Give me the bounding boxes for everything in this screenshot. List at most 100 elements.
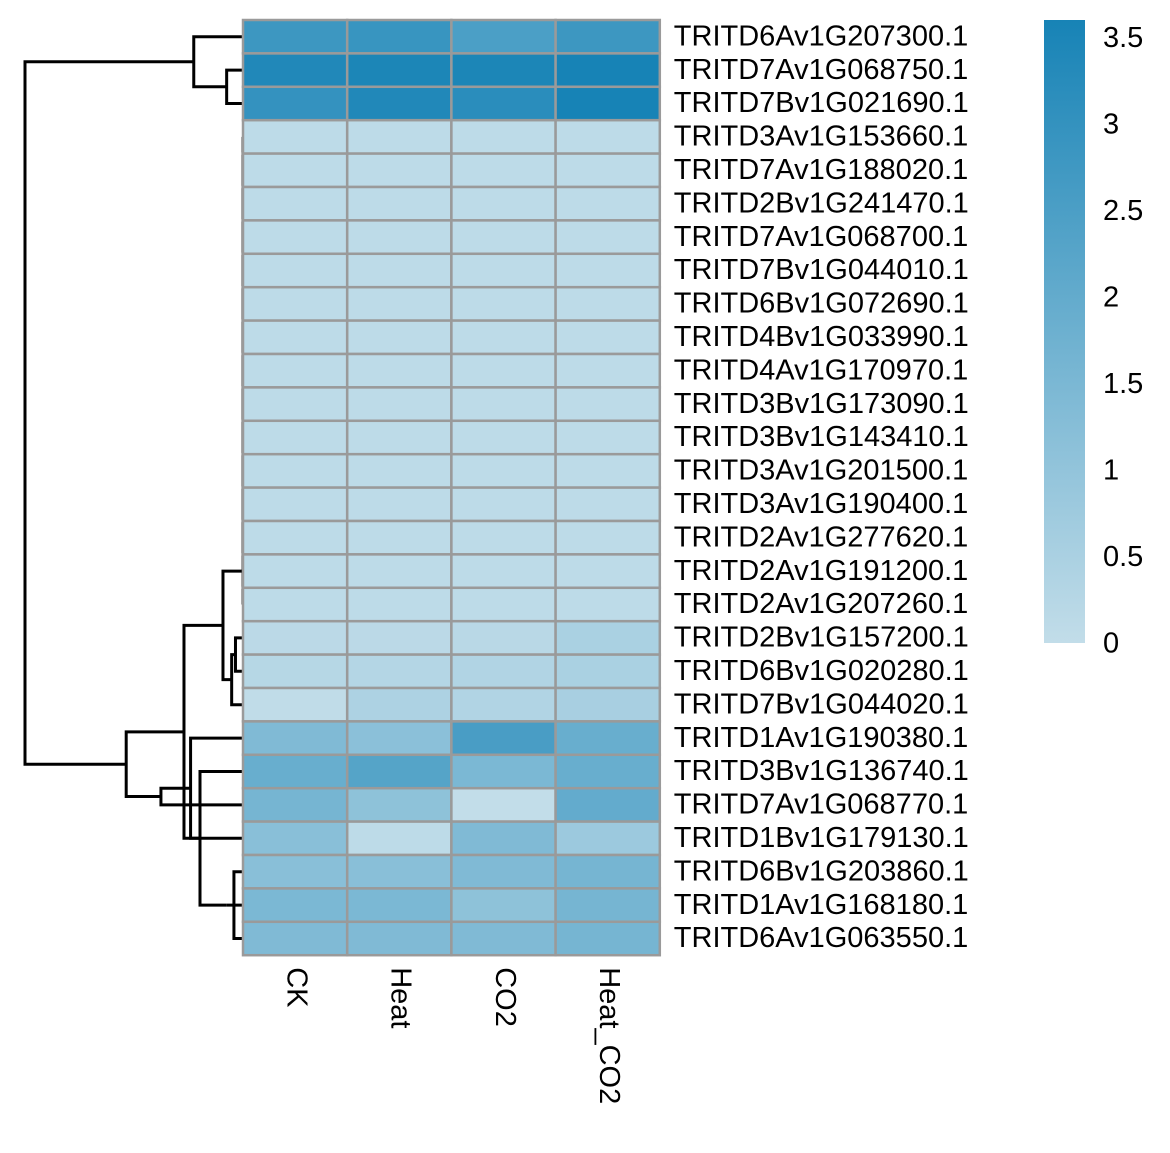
legend-tick-label: 2.5 xyxy=(1103,195,1143,227)
heatmap-cell xyxy=(554,753,662,790)
dendrogram-branch xyxy=(23,60,194,766)
heatmap-cells xyxy=(241,18,662,957)
heatmap-cell xyxy=(554,52,662,89)
heatmap-cell xyxy=(345,452,453,489)
row-label: TRITD3Bv1G143410.1 xyxy=(674,421,969,453)
legend-tick-label: 1.5 xyxy=(1103,368,1143,400)
dendrogram-branch xyxy=(230,653,243,707)
heatmap-cell xyxy=(554,352,662,389)
heatmap-cell xyxy=(450,352,557,389)
heatmap-cell xyxy=(554,553,662,590)
heatmap-cell xyxy=(554,820,662,857)
heatmap-cell xyxy=(241,185,349,222)
heatmap-cell xyxy=(450,52,557,89)
heatmap-cell xyxy=(345,352,453,389)
heatmap-cell xyxy=(241,853,349,890)
heatmap-cell xyxy=(241,152,349,189)
heatmap-cell xyxy=(554,18,662,55)
heatmap-cell xyxy=(450,820,557,857)
heatmap-cell xyxy=(345,152,453,189)
column-label: Heat_CO2 xyxy=(593,967,625,1104)
heatmap-cell xyxy=(241,319,349,356)
heatmap-cell xyxy=(554,319,662,356)
heatmap-cell xyxy=(345,619,453,656)
heatmap-cell xyxy=(554,653,662,690)
heatmap-cell xyxy=(241,753,349,790)
heatmap-cell xyxy=(345,18,453,55)
row-label: TRITD3Bv1G136740.1 xyxy=(674,755,969,787)
heatmap-cell xyxy=(241,820,349,857)
heatmap-cell xyxy=(450,653,557,690)
heatmap-cell xyxy=(345,419,453,456)
heatmap-cell xyxy=(554,686,662,723)
dendrogram-branch xyxy=(221,569,243,682)
heatmap-cell xyxy=(345,118,453,155)
dendrogram-branch xyxy=(189,736,243,840)
row-label: TRITD1Bv1G179130.1 xyxy=(674,822,969,854)
heatmap-cell xyxy=(345,185,453,222)
heatmap-cell xyxy=(450,586,557,623)
heatmap-cell xyxy=(554,887,662,924)
row-label: TRITD4Bv1G033990.1 xyxy=(674,321,969,353)
heatmap-cell xyxy=(450,219,557,256)
heatmap-cell xyxy=(345,519,453,556)
column-labels: CK Heat CO2 Heat_CO2 xyxy=(280,967,625,1104)
column-label: CK xyxy=(280,967,312,1008)
heatmap-cell xyxy=(345,887,453,924)
row-label: TRITD6Av1G207300.1 xyxy=(674,20,968,52)
heatmap-cell xyxy=(241,285,349,322)
row-label: TRITD2Bv1G157200.1 xyxy=(674,622,969,654)
heatmap-cell xyxy=(554,152,662,189)
legend-tick-label: 3 xyxy=(1103,108,1119,140)
heatmap-cell xyxy=(554,118,662,155)
legend-tick-label: 2 xyxy=(1103,282,1119,314)
column-label: CO2 xyxy=(489,967,521,1027)
row-label: TRITD2Bv1G241470.1 xyxy=(674,187,969,219)
heatmap-cell xyxy=(554,419,662,456)
heatmap-cell xyxy=(450,386,557,423)
heatmap-cell xyxy=(450,853,557,890)
heatmap-cell xyxy=(450,252,557,289)
heatmap-cell xyxy=(554,386,662,423)
heatmap-cell xyxy=(241,386,349,423)
heatmap-cell xyxy=(241,452,349,489)
heatmap-cell xyxy=(241,18,349,55)
heatmap-cell xyxy=(450,285,557,322)
heatmap-cell xyxy=(450,720,557,757)
heatmap-cell xyxy=(345,753,453,790)
heatmap-cell xyxy=(241,686,349,723)
legend-tick-label: 1 xyxy=(1103,455,1119,487)
heatmap-cell xyxy=(241,519,349,556)
heatmap-cell xyxy=(345,553,453,590)
heatmap-cell xyxy=(450,519,557,556)
heatmap-cell xyxy=(345,720,453,757)
row-label: TRITD7Av1G068700.1 xyxy=(674,221,968,253)
heatmap-cell xyxy=(345,319,453,356)
heatmap-cell xyxy=(345,85,453,122)
heatmap-cell xyxy=(450,553,557,590)
heatmap-cell xyxy=(450,419,557,456)
heatmap-cell xyxy=(345,653,453,690)
row-label: TRITD1Av1G168180.1 xyxy=(674,889,968,921)
heatmap-cell xyxy=(450,152,557,189)
heatmap-cell xyxy=(554,586,662,623)
heatmap-cell xyxy=(241,619,349,656)
row-labels: TRITD6Av1G207300.1TRITD7Av1G068750.1TRIT… xyxy=(674,20,969,954)
heatmap-cell xyxy=(554,185,662,222)
row-label: TRITD3Av1G201500.1 xyxy=(674,455,968,487)
legend-tick-label: 0 xyxy=(1103,628,1119,660)
heatmap-cell xyxy=(450,686,557,723)
heatmap-cell xyxy=(554,486,662,523)
heatmap-cell xyxy=(554,853,662,890)
heatmap-cell xyxy=(345,386,453,423)
row-label: TRITD7Bv1G044010.1 xyxy=(674,254,969,286)
row-label: TRITD7Bv1G021690.1 xyxy=(674,87,969,119)
dendrogram-branch xyxy=(225,68,243,105)
heatmap-cell xyxy=(241,52,349,89)
row-label: TRITD1Av1G190380.1 xyxy=(674,722,968,754)
heatmap-cell xyxy=(241,352,349,389)
heatmap-cell xyxy=(241,486,349,523)
legend-tick-label: 3.5 xyxy=(1103,22,1143,54)
legend-tick-label: 0.5 xyxy=(1103,541,1143,573)
row-label: TRITD2Av1G277620.1 xyxy=(674,521,968,553)
